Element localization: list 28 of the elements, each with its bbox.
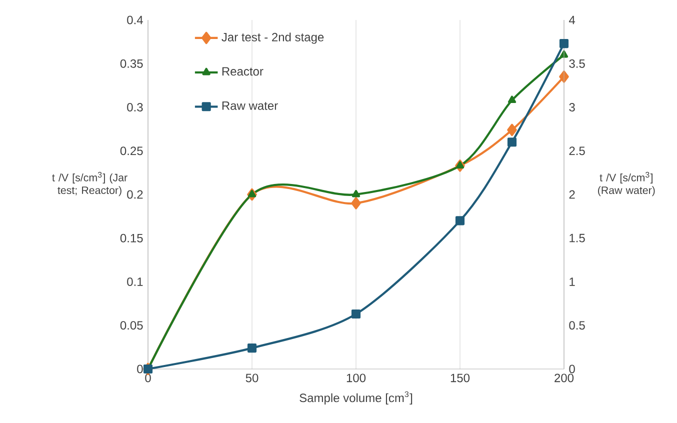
- y2-tick-label: 3: [569, 102, 575, 112]
- y-tick-label: 0: [137, 364, 143, 374]
- y-tick-label: 0.2: [127, 190, 143, 199]
- x-tick-label: 50: [246, 374, 258, 382]
- y-tick-label: 0.4: [127, 16, 143, 24]
- y-tick-label: 0.25: [120, 146, 143, 156]
- y2-tick-label: 3.5: [569, 59, 585, 68]
- legend-label: Reactor: [222, 67, 264, 76]
- y2-tick-label: 4: [568, 16, 576, 24]
- y-tick-label: 0.05: [120, 321, 143, 330]
- y2-axis-title: t /V [s/cm$^{3}$] (Raw water): [598, 172, 655, 196]
- y2-tick-label: 2: [569, 190, 575, 199]
- y-tick-label: 0.35: [120, 59, 143, 68]
- y2-tick-label: 1.5: [570, 234, 585, 242]
- y-axis-title: t /V [s/cm$^{3}$] (Jar test; Reactor): [52, 172, 128, 196]
- y2-tick-label: 2.5: [569, 146, 585, 156]
- legend-label: Raw water: [222, 102, 278, 110]
- x-tick-label: 200: [554, 374, 574, 382]
- x-tick-label: 150: [450, 374, 470, 382]
- y2-tick-label: 0.5: [569, 321, 585, 330]
- x-axis-title: Sample volume [cm$^{3}$]: [300, 391, 412, 405]
- y-tick-label: 0.3: [127, 102, 143, 112]
- y2-tick-label: 0: [569, 364, 575, 374]
- y-tick-label: 0.15: [120, 234, 143, 242]
- x-tick-label: 100: [346, 374, 366, 382]
- y2-tick-label: 1: [570, 278, 575, 286]
- legend-label: Jar test - 2nd stage: [222, 32, 324, 44]
- y-tick-label: 0.1: [127, 277, 143, 286]
